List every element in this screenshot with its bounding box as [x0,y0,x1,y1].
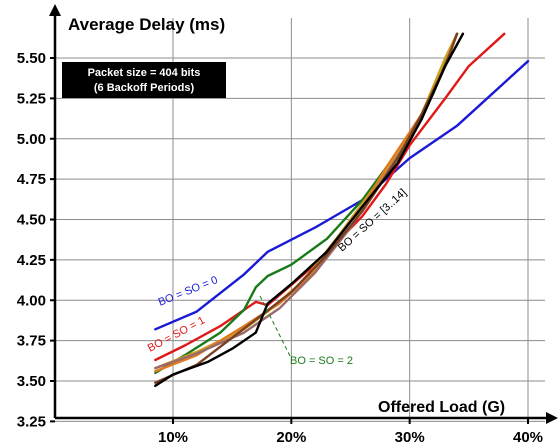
annotations: BO = SO = 0 BO = SO = 1 BO = SO = 2 BO =… [146,187,409,367]
series-line [154,60,530,331]
annotation-bo-so-0: BO = SO = 0 [157,274,220,309]
x-tick-labels: 10% 20% 30% 40% [158,429,543,445]
y-tick-label: 5.00 [17,131,46,148]
y-tick-label: 4.50 [17,212,46,229]
axes [49,4,558,424]
x-tick-label: 40% [513,429,543,445]
info-box-background [62,62,226,98]
y-tick-labels: 3.25 3.50 3.75 4.00 4.25 4.50 4.75 5.00 5.25 5.50 [17,50,46,430]
info-box-line-1: Packet size = 404 bits [88,67,201,79]
series-lines [154,32,530,387]
x-tick-label: 10% [158,429,188,445]
y-tick-label: 4.75 [17,171,46,188]
y-tick-label: 3.25 [17,413,46,430]
y-axis-arrow [49,4,61,16]
chart-title: Average Delay (ms) [68,15,225,34]
y-tick-label: 3.75 [17,333,46,350]
y-tick-label: 4.25 [17,252,46,269]
series-line [154,32,465,387]
annotation-bo-so-2: BO = SO = 2 [290,355,353,367]
y-tick-label: 4.00 [17,292,46,309]
y-tick-label: 5.50 [17,50,46,67]
x-axis-label: Offered Load (G) [378,399,505,416]
x-axis-arrow [546,412,558,424]
y-tick-label: 5.25 [17,90,46,107]
x-tick-label: 20% [276,429,306,445]
info-box: Packet size = 404 bits (6 Backoff Period… [62,62,226,98]
y-tick-label: 3.50 [17,373,46,390]
info-box-line-2: (6 Backoff Periods) [94,82,195,94]
x-tick-label: 30% [395,429,425,445]
